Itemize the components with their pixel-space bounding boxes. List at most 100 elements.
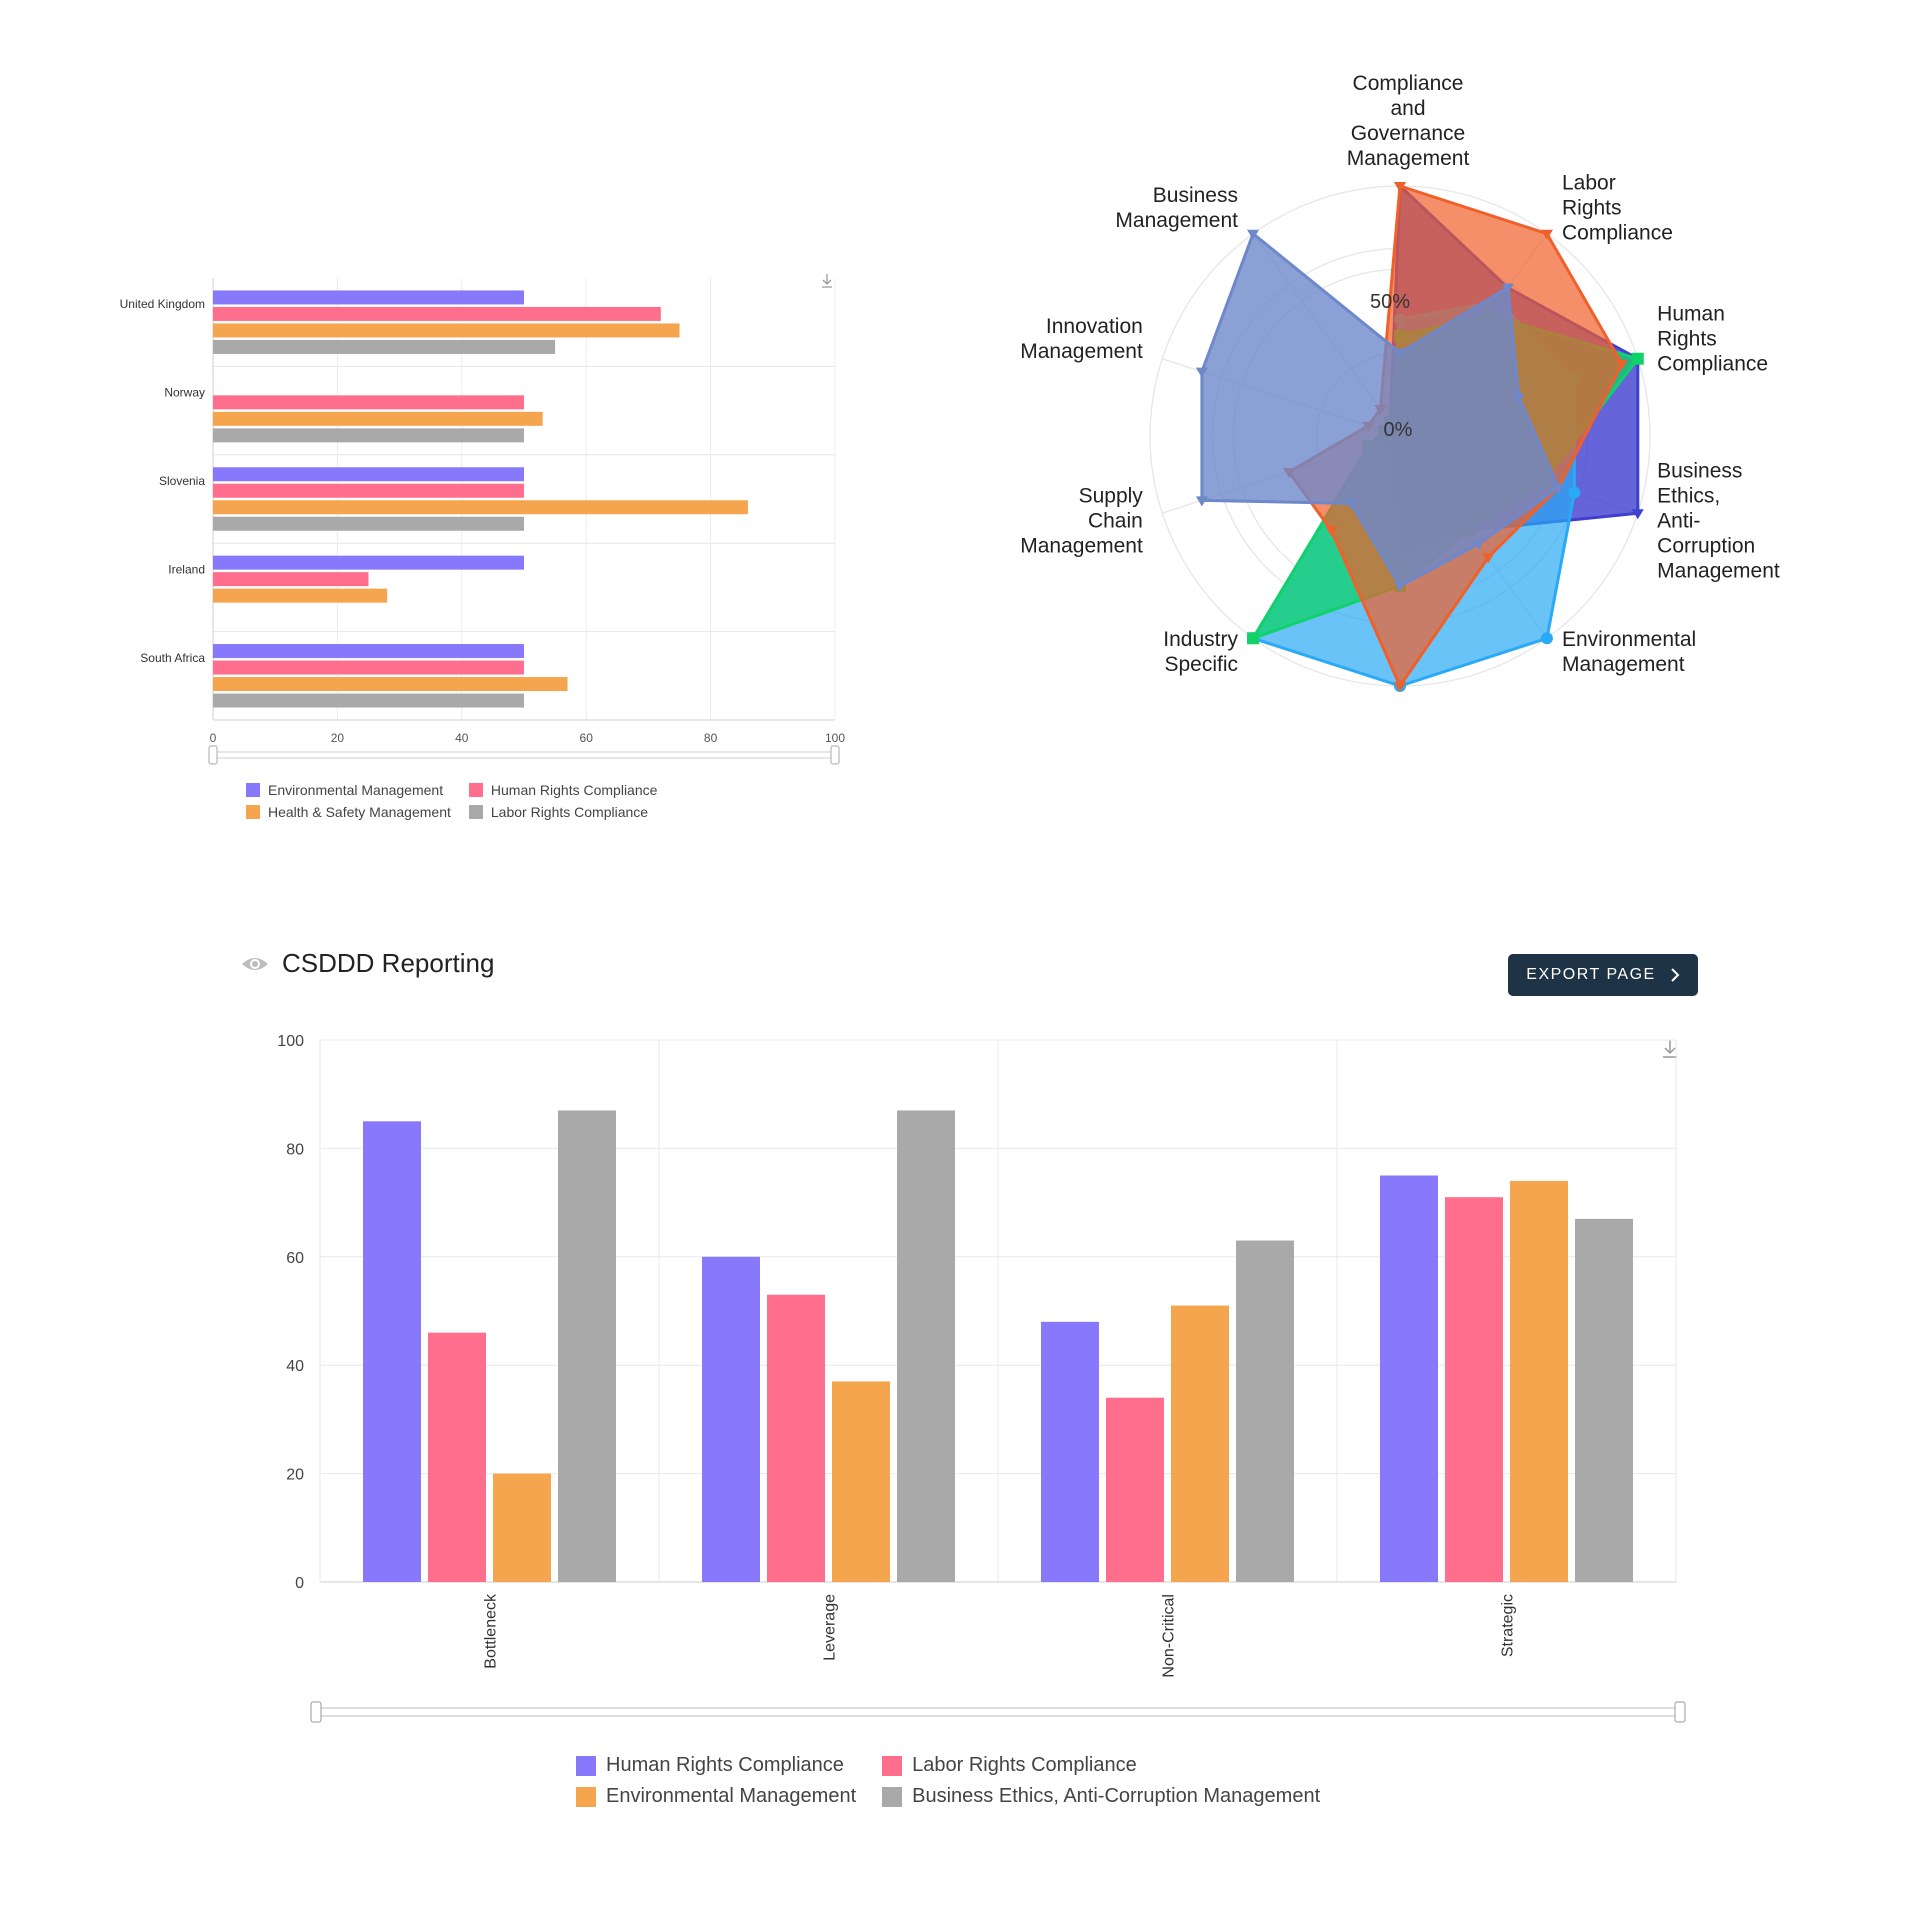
- x-tick-label: 60: [580, 731, 594, 745]
- radar-point[interactable]: [1482, 553, 1495, 564]
- radar-point[interactable]: [1540, 632, 1553, 645]
- bar[interactable]: [213, 693, 524, 708]
- bar[interactable]: [1236, 1240, 1294, 1582]
- radar-point[interactable]: [1394, 182, 1406, 192]
- bar[interactable]: [493, 1473, 551, 1582]
- bar[interactable]: [1380, 1175, 1438, 1583]
- bar[interactable]: [832, 1381, 890, 1582]
- x-category-label: Bottleneck: [483, 1593, 500, 1669]
- bar[interactable]: [213, 306, 661, 321]
- range-slider-handle[interactable]: [830, 745, 840, 765]
- radar-point[interactable]: [1552, 483, 1565, 494]
- bar[interactable]: [213, 572, 369, 587]
- legend-item[interactable]: Human Rights Compliance: [468, 782, 657, 798]
- range-slider-track[interactable]: [315, 1707, 1681, 1717]
- segment-bar-chart: 0 20 40 60 80 100 Bottleneck Leverage Non-Critic…: [277, 1033, 1686, 1723]
- bar[interactable]: [1445, 1197, 1503, 1582]
- radar-point[interactable]: [1394, 348, 1406, 359]
- radar-axis-label: Business: [1657, 459, 1742, 482]
- x-tick-label: 80: [704, 731, 718, 745]
- legend-swatch: [246, 805, 260, 819]
- radar-point[interactable]: [1195, 367, 1208, 378]
- radar-point[interactable]: [1568, 486, 1581, 499]
- bar[interactable]: [1171, 1305, 1229, 1582]
- export-page-button[interactable]: EXPORT PAGE: [1508, 954, 1698, 996]
- bar[interactable]: [213, 323, 680, 338]
- radar-axis-label: Supply: [1079, 484, 1144, 507]
- x-category-label: Strategic: [1500, 1594, 1517, 1657]
- bar[interactable]: [558, 1110, 616, 1582]
- segment-chart-legend: Human Rights Compliance Labor Rights Comp…: [576, 1754, 1320, 1808]
- radar-ring-label: 0%: [1384, 419, 1413, 441]
- bar[interactable]: [213, 428, 524, 443]
- bar[interactable]: [767, 1294, 825, 1582]
- radar-axis-label: Management: [1562, 653, 1685, 676]
- bar[interactable]: [213, 483, 524, 498]
- range-slider-handle[interactable]: [310, 1701, 322, 1723]
- eye-icon[interactable]: [240, 954, 270, 974]
- bar[interactable]: [702, 1256, 760, 1582]
- radar-point[interactable]: [1345, 499, 1358, 510]
- radar-point[interactable]: [1394, 582, 1406, 592]
- bar[interactable]: [213, 588, 388, 603]
- legend-item[interactable]: Human Rights Compliance: [576, 1754, 856, 1777]
- radar-chart: 50%0%ComplianceandGovernanceManagementLa…: [1020, 72, 1780, 692]
- x-tick-label: 100: [825, 731, 845, 745]
- radar-axis-label: Human: [1657, 303, 1725, 326]
- bar[interactable]: [213, 644, 524, 659]
- radar-point[interactable]: [1631, 509, 1644, 520]
- x-category-label: Leverage: [822, 1594, 839, 1661]
- bar[interactable]: [213, 395, 524, 410]
- radar-axis-label: Management: [1347, 147, 1470, 170]
- radar-point[interactable]: [1540, 229, 1553, 240]
- bar[interactable]: [428, 1332, 486, 1582]
- radar-axis-label: Management: [1020, 534, 1143, 557]
- range-slider-handle[interactable]: [1674, 1701, 1686, 1723]
- download-icon[interactable]: [1663, 1040, 1677, 1058]
- radar-point[interactable]: [1615, 359, 1628, 370]
- bar[interactable]: [1575, 1218, 1633, 1582]
- radar-point[interactable]: [1247, 229, 1260, 240]
- bar[interactable]: [213, 500, 748, 515]
- radar-point[interactable]: [1512, 393, 1525, 404]
- legend-item[interactable]: Labor Rights Compliance: [468, 804, 658, 820]
- radar-point[interactable]: [1472, 539, 1485, 550]
- legend-item[interactable]: Labor Rights Compliance: [882, 1754, 1320, 1777]
- radar-axis-label: Specific: [1164, 653, 1238, 676]
- section-header: CSDDD Reporting: [240, 948, 494, 979]
- bar[interactable]: [213, 467, 524, 482]
- bar[interactable]: [1510, 1180, 1568, 1582]
- bar[interactable]: [897, 1110, 955, 1582]
- radar-axis-label: Industry: [1163, 628, 1238, 651]
- legend-item[interactable]: Environmental Management: [246, 782, 451, 798]
- radar-point[interactable]: [1247, 632, 1260, 645]
- bar[interactable]: [213, 660, 524, 675]
- download-icon[interactable]: [822, 274, 832, 288]
- legend-item[interactable]: Environmental Management: [576, 1785, 856, 1808]
- legend-item[interactable]: Business Ethics, Anti-Corruption Managem…: [882, 1785, 1320, 1808]
- x-tick-label: 0: [210, 731, 217, 745]
- legend-item[interactable]: Health & Safety Management: [246, 804, 451, 820]
- y-tick-label: 80: [286, 1141, 304, 1158]
- bar[interactable]: [1106, 1397, 1164, 1582]
- radar-point[interactable]: [1394, 682, 1406, 692]
- bar[interactable]: [213, 339, 556, 354]
- x-tick-label: 40: [455, 731, 469, 745]
- range-slider-track[interactable]: [212, 751, 836, 759]
- bar[interactable]: [213, 411, 543, 426]
- bar[interactable]: [213, 677, 568, 692]
- radar-point[interactable]: [1325, 526, 1338, 537]
- y-tick-label: 100: [277, 1033, 304, 1050]
- bar[interactable]: [213, 516, 524, 531]
- bar[interactable]: [1041, 1321, 1099, 1582]
- y-category-label: United Kingdom: [120, 297, 205, 311]
- y-category-label: South Africa: [140, 651, 205, 665]
- bar[interactable]: [213, 290, 524, 305]
- radar-point[interactable]: [1631, 352, 1644, 365]
- bar[interactable]: [363, 1121, 421, 1582]
- radar-point[interactable]: [1195, 496, 1208, 507]
- range-slider-handle[interactable]: [208, 745, 218, 765]
- radar-axis-label: Anti-: [1657, 509, 1700, 532]
- radar-point[interactable]: [1501, 283, 1514, 294]
- bar[interactable]: [213, 555, 524, 570]
